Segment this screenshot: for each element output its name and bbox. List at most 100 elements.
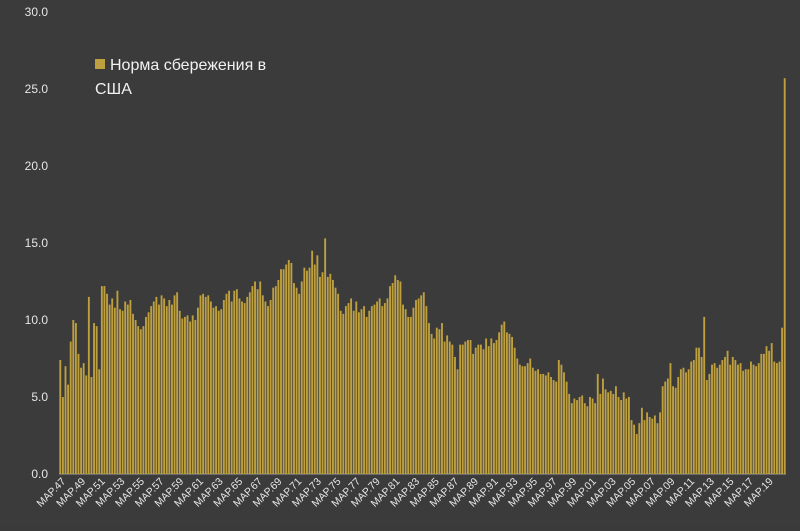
- bar: [121, 310, 124, 474]
- bar: [692, 360, 695, 474]
- bar: [498, 332, 501, 474]
- bar: [225, 293, 228, 474]
- bar: [544, 375, 547, 474]
- bar: [526, 363, 529, 474]
- y-tick-label: 0.0: [31, 467, 48, 481]
- bar: [539, 373, 542, 474]
- bar: [267, 306, 269, 474]
- bar: [578, 397, 581, 474]
- bar: [396, 279, 399, 474]
- bar: [552, 380, 555, 474]
- bar: [334, 287, 337, 474]
- bar: [573, 398, 576, 474]
- bar: [300, 281, 303, 474]
- bar: [389, 286, 391, 474]
- bar: [386, 298, 389, 474]
- bar: [254, 281, 256, 474]
- bar: [508, 333, 511, 474]
- bar: [664, 381, 667, 474]
- bar: [152, 301, 155, 474]
- bar: [482, 349, 485, 474]
- bar: [80, 367, 82, 474]
- bar: [703, 316, 706, 474]
- bar: [690, 361, 693, 474]
- bar: [500, 324, 503, 474]
- bar: [360, 309, 363, 474]
- bar: [183, 316, 186, 474]
- bar: [700, 356, 703, 474]
- bar: [287, 259, 290, 474]
- y-tick-label: 25.0: [25, 82, 49, 96]
- bar: [391, 283, 394, 474]
- bar: [428, 323, 430, 474]
- bar: [72, 320, 75, 474]
- bar: [687, 369, 690, 474]
- bar: [126, 304, 129, 474]
- bar: [513, 347, 516, 474]
- bar: [433, 338, 436, 474]
- bar: [456, 369, 459, 474]
- y-tick-label: 5.0: [31, 390, 48, 404]
- bar: [111, 298, 114, 474]
- bar: [661, 386, 664, 474]
- bar: [373, 304, 376, 474]
- bar: [679, 369, 682, 474]
- bar: [329, 273, 332, 474]
- bar: [461, 344, 464, 474]
- bar: [495, 340, 498, 474]
- bar: [783, 78, 786, 474]
- bar: [376, 301, 378, 474]
- bar: [464, 341, 467, 474]
- bar: [368, 310, 371, 474]
- bar: [212, 307, 215, 474]
- bar: [726, 350, 729, 474]
- bar: [222, 299, 225, 474]
- bar: [721, 360, 724, 474]
- bar: [596, 373, 599, 474]
- bar: [604, 389, 607, 474]
- bar: [724, 356, 726, 474]
- bar: [248, 292, 251, 474]
- bar: [695, 347, 698, 474]
- bar: [326, 276, 329, 474]
- bar: [350, 298, 353, 474]
- bar: [176, 292, 179, 474]
- bar: [155, 296, 158, 474]
- bar: [625, 398, 628, 474]
- bar: [640, 407, 643, 474]
- x-axis: MAP.47MAP.49MAP.51MAP.53MAP.55MAP.57MAP.…: [34, 476, 775, 510]
- bar: [59, 360, 62, 474]
- bar: [768, 350, 771, 474]
- bar: [607, 392, 610, 474]
- bar: [713, 363, 716, 474]
- bar: [638, 423, 641, 474]
- bar: [454, 356, 456, 474]
- bar: [261, 295, 264, 474]
- bar: [189, 321, 192, 474]
- bar: [241, 301, 243, 474]
- bar: [168, 299, 171, 474]
- bar: [612, 393, 615, 474]
- bar: [622, 392, 625, 474]
- legend: Норма сбережения в США: [95, 54, 295, 102]
- bar: [490, 338, 493, 474]
- bar: [233, 290, 236, 474]
- bar: [781, 327, 784, 474]
- y-tick-label: 20.0: [25, 159, 49, 173]
- bar: [295, 287, 298, 474]
- bar: [220, 309, 223, 474]
- bar: [137, 326, 140, 474]
- bar: [570, 403, 573, 474]
- bar: [158, 304, 160, 474]
- bar: [557, 360, 560, 474]
- bar: [139, 329, 142, 474]
- bar: [765, 346, 768, 474]
- legend-swatch: [95, 59, 105, 69]
- bar: [474, 347, 477, 474]
- bar: [659, 412, 662, 474]
- bar: [586, 406, 589, 474]
- y-tick-label: 15.0: [25, 236, 49, 250]
- bar: [194, 320, 197, 474]
- bar: [677, 376, 680, 474]
